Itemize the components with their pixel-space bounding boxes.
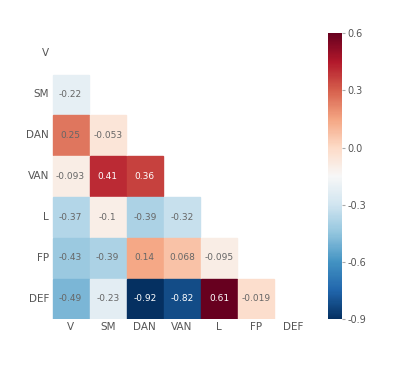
Text: -0.22: -0.22 (59, 90, 82, 99)
Bar (52, 238, 88, 278)
Text: -0.39: -0.39 (133, 212, 156, 222)
Bar (164, 279, 200, 319)
Bar (52, 116, 88, 155)
Bar (164, 197, 200, 237)
Bar (52, 279, 88, 319)
Text: -0.92: -0.92 (133, 294, 156, 304)
Text: -0.37: -0.37 (59, 212, 82, 222)
Text: 0.41: 0.41 (98, 172, 118, 181)
Bar (90, 156, 126, 196)
Text: 0.61: 0.61 (209, 294, 229, 304)
Bar (201, 279, 237, 319)
Bar (127, 279, 163, 319)
Bar (90, 197, 126, 237)
Bar (127, 238, 163, 278)
Text: -0.32: -0.32 (170, 212, 194, 222)
Text: -0.093: -0.093 (56, 172, 85, 181)
Text: -0.39: -0.39 (96, 254, 120, 262)
Bar (238, 279, 274, 319)
Text: -0.49: -0.49 (59, 294, 82, 304)
Text: -0.43: -0.43 (59, 254, 82, 262)
Bar (201, 238, 237, 278)
Bar (90, 116, 126, 155)
Bar (52, 156, 88, 196)
Bar (90, 279, 126, 319)
Bar (52, 197, 88, 237)
Text: -0.019: -0.019 (242, 294, 271, 304)
Bar (127, 197, 163, 237)
Text: 0.25: 0.25 (60, 131, 80, 140)
Text: -0.82: -0.82 (170, 294, 194, 304)
Text: 0.36: 0.36 (135, 172, 155, 181)
Text: -0.053: -0.053 (93, 131, 122, 140)
Bar (127, 156, 163, 196)
Bar (164, 238, 200, 278)
Text: -0.23: -0.23 (96, 294, 119, 304)
Bar (52, 75, 88, 114)
Text: -0.1: -0.1 (99, 212, 116, 222)
Text: -0.095: -0.095 (204, 254, 234, 262)
Text: 0.14: 0.14 (135, 254, 155, 262)
Bar (90, 238, 126, 278)
Text: 0.068: 0.068 (169, 254, 195, 262)
